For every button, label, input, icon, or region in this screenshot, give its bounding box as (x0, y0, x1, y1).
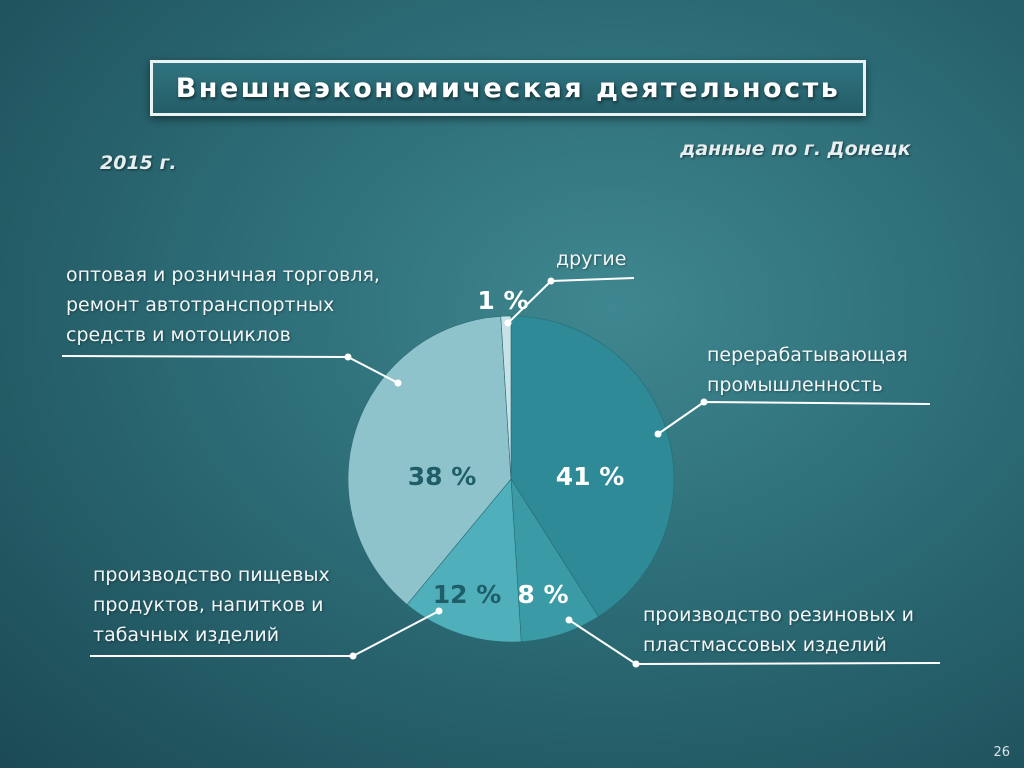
pie-slice-food-production (406, 478, 522, 643)
legend-label-line: табачных изделий (93, 624, 280, 646)
pie-slice-trade (347, 316, 512, 606)
legend-label-line: средств и мотоциклов (66, 324, 291, 346)
leader-dot-food-production-0 (435, 607, 443, 615)
legend-label-other: другие (556, 244, 626, 274)
legend-label-line: промышленность (707, 374, 883, 396)
leader-dot-trade-1 (344, 353, 352, 361)
legend-label-rubber-plastics: производство резиновых и пластмассовых из… (643, 600, 914, 660)
legend-label-food-production: производство пищевых продуктов, напитков … (93, 560, 330, 650)
leader-dot-processing-industry-0 (654, 430, 662, 438)
leader-dot-other-0 (504, 319, 512, 327)
value-label-other: 1 % (477, 286, 528, 315)
value-label-rubber-plastics: 8 % (517, 580, 568, 609)
value-label-processing-industry: 41 % (556, 462, 625, 491)
legend-label-line: перерабатывающая (707, 344, 908, 366)
source-label: данные по г. Донецк (680, 138, 911, 160)
legend-label-line: продуктов, напитков и (93, 594, 324, 616)
leader-dot-processing-industry-1 (700, 398, 708, 406)
legend-label-line: производство пищевых (93, 564, 330, 586)
page-number: 26 (993, 745, 1010, 760)
legend-label-processing-industry: перерабатывающая промышленность (707, 340, 908, 400)
value-label-trade: 38 % (408, 462, 477, 491)
pie-slice-other (500, 315, 512, 480)
legend-label-line: производство резиновых и (643, 604, 914, 626)
title-box: Внешнеэкономическая деятельность (150, 60, 866, 116)
leader-dot-trade-0 (394, 379, 402, 387)
legend-label-line: оптовая и розничная торговля, (66, 264, 380, 286)
leader-line-processing-industry (657, 400, 931, 435)
leader-lines (61, 277, 941, 668)
leader-dot-rubber-plastics-1 (632, 660, 640, 668)
legend-label-line: пластмассовых изделий (643, 634, 887, 656)
value-label-food-production: 12 % (433, 580, 502, 609)
pie-slice-processing-industry (510, 315, 675, 618)
leader-dot-rubber-plastics-0 (565, 616, 573, 624)
leader-dot-food-production-1 (349, 652, 357, 660)
year-label: 2015 г. (100, 152, 177, 174)
value-labels: 41 % 8 % 12 % 38 % 1 % (408, 286, 625, 609)
legend-label-line: другие (556, 248, 627, 270)
page-title: Внешнеэкономическая деятельность (175, 72, 841, 104)
legend-label-line: ремонт автотранспортных (66, 294, 335, 316)
legend-label-trade: оптовая и розничная торговля, ремонт авто… (66, 260, 380, 350)
pie-slices (347, 315, 675, 643)
leader-dot-other-1 (547, 277, 555, 285)
